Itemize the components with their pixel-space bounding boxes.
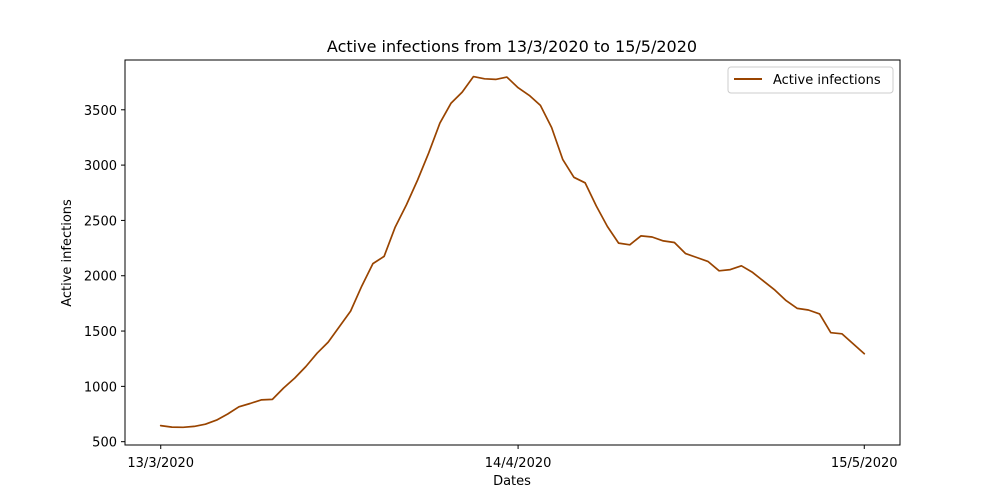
series-line (159, 75, 866, 429)
plot-frame (124, 59, 901, 446)
y-tick-label: 2500 (84, 214, 117, 229)
y-tick-label: 1500 (84, 325, 117, 340)
chart-title: Active infections from 13/3/2020 to 15/5… (327, 37, 697, 56)
legend-label: Active infections (773, 73, 881, 88)
y-tick-label: 3500 (84, 104, 117, 119)
x-tick-label: 13/3/2020 (127, 456, 194, 471)
ticks-layer: 500 1000 1500 2000 2500 3000 3500 13/3/2020 14/4… (84, 104, 898, 471)
y-axis-label: Active infections (60, 199, 75, 307)
series-layer (159, 75, 866, 429)
x-tick-label: 14/4/2020 (485, 456, 552, 471)
x-tick-label: 15/5/2020 (831, 456, 898, 471)
legend-box (727, 66, 894, 94)
y-tick-label: 1000 (84, 380, 117, 395)
x-axis-label: Dates (493, 474, 531, 489)
legend: Active infections (727, 66, 894, 94)
y-tick-label: 3000 (84, 159, 117, 174)
y-tick-label: 500 (92, 436, 117, 451)
y-tick-label: 2000 (84, 270, 117, 285)
